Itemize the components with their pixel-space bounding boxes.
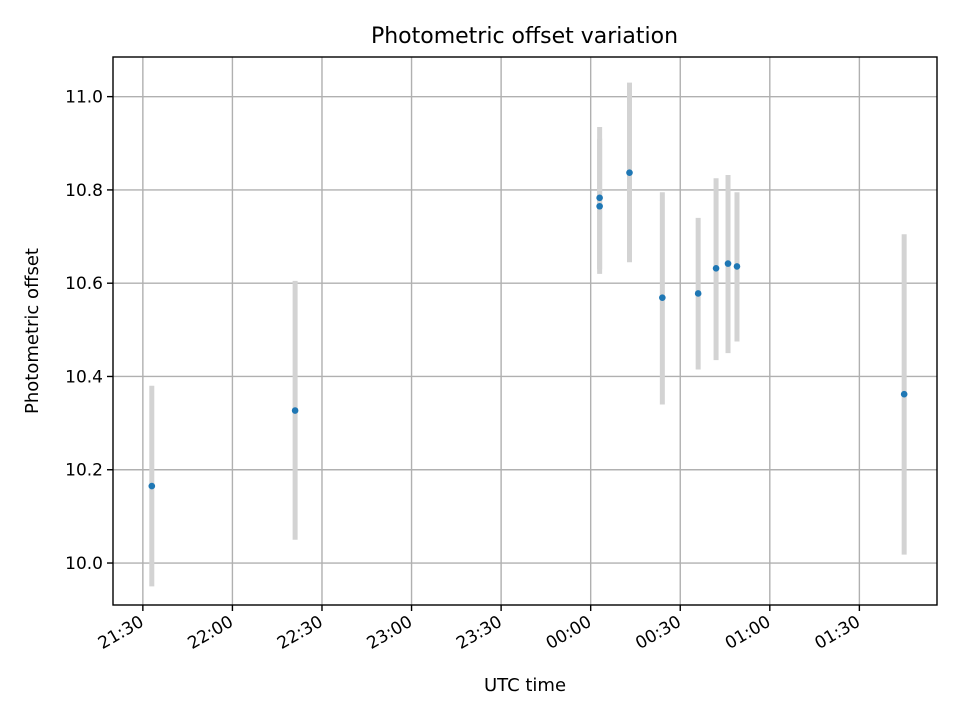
plot-frame xyxy=(112,56,938,606)
data-point xyxy=(148,482,156,490)
data-point xyxy=(733,263,741,270)
x-tick-label: 01:00 xyxy=(722,612,774,654)
tick-layer: 21:30 22:00 22:30 23:00 23:30 00:00 00:30 01:00… xyxy=(65,88,864,654)
data-point xyxy=(291,407,299,414)
errorbar-layer xyxy=(149,82,907,587)
x-tick-label: 22:30 xyxy=(274,612,326,654)
data-point xyxy=(659,294,666,301)
y-tick-label: 10.2 xyxy=(65,461,103,481)
data-point xyxy=(694,290,702,297)
data-point xyxy=(712,264,720,272)
y-tick-label: 10.0 xyxy=(65,554,103,574)
x-tick-label: 00:30 xyxy=(632,612,684,654)
x-tick-label: 23:00 xyxy=(364,612,416,654)
chart-title: Photometric offset variation xyxy=(371,24,678,49)
x-tick-label: 21:30 xyxy=(95,612,147,654)
y-axis-label: Photometric offset xyxy=(22,248,43,414)
x-tick-label: 00:00 xyxy=(543,612,595,654)
data-point xyxy=(724,260,732,267)
data-point xyxy=(626,169,633,176)
point-layer xyxy=(148,169,908,490)
y-tick-label: 11.0 xyxy=(65,88,103,108)
grid-layer xyxy=(113,57,937,605)
x-axis-label: UTC time xyxy=(484,675,566,696)
x-tick-label: 01:30 xyxy=(811,612,863,654)
y-tick-label: 10.4 xyxy=(65,367,103,387)
y-tick-label: 10.6 xyxy=(65,274,103,294)
data-point xyxy=(900,390,908,398)
data-point xyxy=(596,194,603,202)
y-tick-label: 10.8 xyxy=(65,181,103,201)
data-point xyxy=(596,202,603,210)
x-tick-label: 23:30 xyxy=(453,612,505,654)
x-tick-label: 22:00 xyxy=(184,612,236,654)
